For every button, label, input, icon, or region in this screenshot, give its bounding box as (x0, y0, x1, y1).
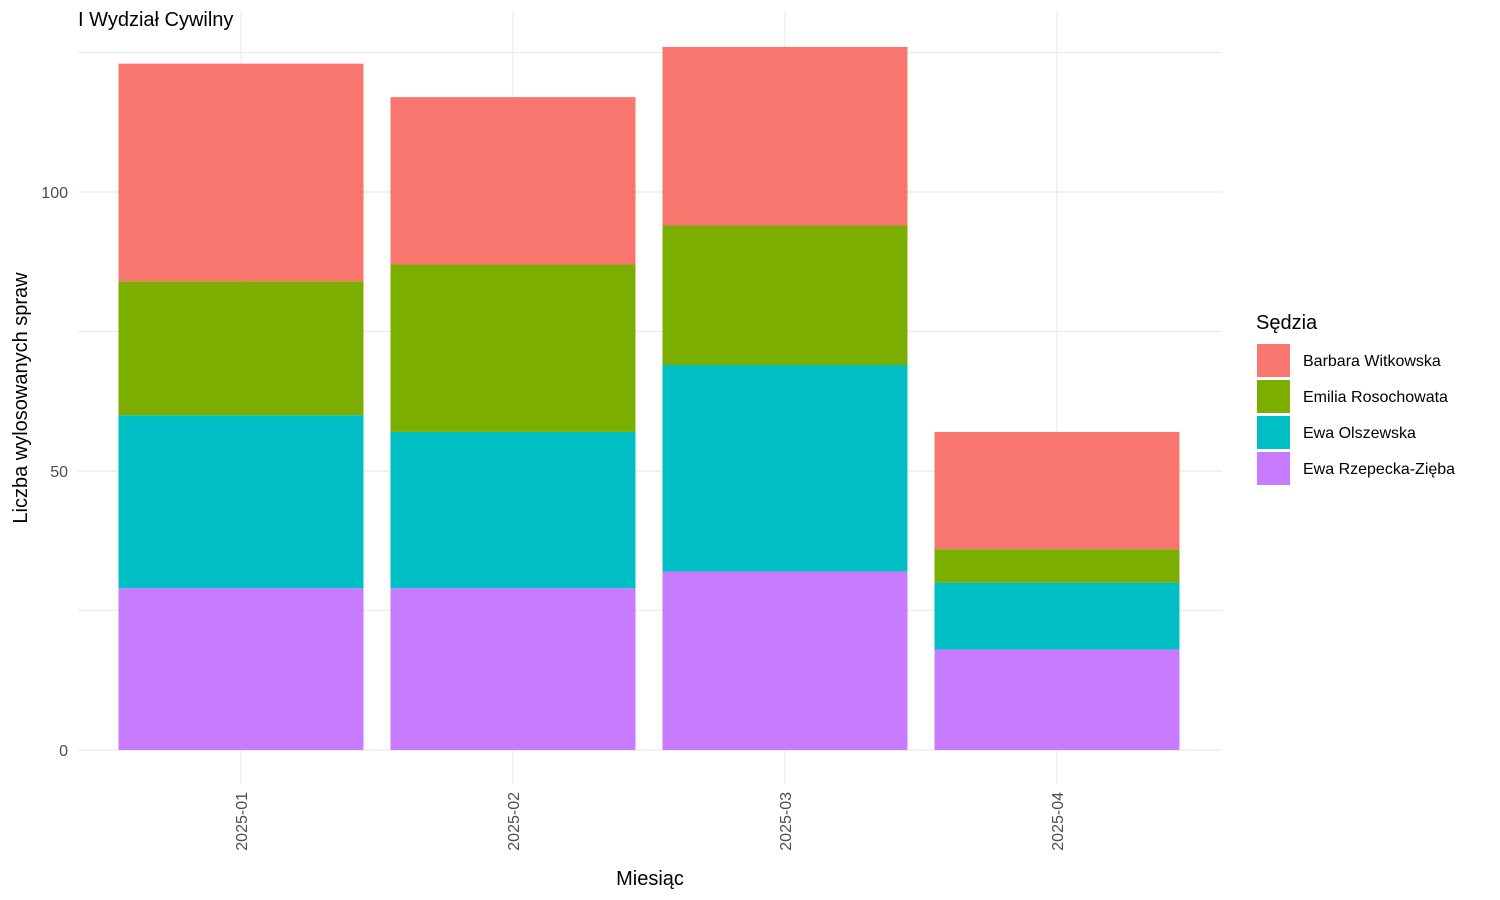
y-axis-title: Liczba wylosowanych spraw (10, 272, 32, 524)
legend-swatch (1257, 416, 1290, 449)
x-tick-label: 2025-03 (778, 792, 795, 851)
legend-swatch (1257, 452, 1290, 485)
x-tick-label: 2025-02 (506, 792, 523, 851)
bars (118, 46, 1180, 750)
x-axis-ticks: 2025-01 2025-02 2025-03 2025-04 (234, 770, 1067, 851)
y-axis-ticks: 0 50 100 (41, 185, 68, 760)
bar-segment (118, 281, 364, 416)
bar-segment (390, 431, 636, 589)
bar-segment (934, 582, 1180, 650)
bar-segment (934, 549, 1180, 583)
legend: Sędzia Barbara Witkowska Emilia Rosochowa… (1256, 312, 1455, 485)
legend-label: Barbara Witkowska (1303, 353, 1441, 370)
legend-items: Barbara Witkowska Emilia Rosochowata Ewa O… (1257, 344, 1455, 485)
legend-swatch (1257, 344, 1290, 377)
bar-segment (118, 415, 364, 589)
y-tick-label: 0 (59, 743, 68, 760)
legend-title: Sędzia (1256, 312, 1318, 334)
bar-segment (662, 225, 908, 365)
y-tick-label: 100 (41, 185, 68, 202)
bar-segment (934, 649, 1180, 750)
bar-segment (662, 364, 908, 572)
legend-label: Ewa Rzepecka-Zięba (1303, 461, 1455, 478)
y-tick-label: 50 (50, 464, 68, 481)
bar-segment (118, 63, 364, 282)
legend-label: Ewa Olszewska (1303, 425, 1416, 442)
legend-swatch (1257, 380, 1290, 413)
bar-segment (390, 264, 636, 432)
bar-segment (934, 431, 1180, 550)
legend-label: Emilia Rosochowata (1303, 389, 1448, 406)
bar-segment (118, 588, 364, 750)
bar-segment (390, 97, 636, 265)
chart-title: I Wydział Cywilny (78, 9, 233, 31)
x-tick-label: 2025-01 (234, 792, 251, 851)
bar-segment (662, 571, 908, 750)
x-axis-title: Miesiąc (616, 868, 684, 890)
bar-segment (662, 46, 908, 226)
x-tick-label: 2025-04 (1050, 792, 1067, 851)
bar-segment (390, 588, 636, 750)
